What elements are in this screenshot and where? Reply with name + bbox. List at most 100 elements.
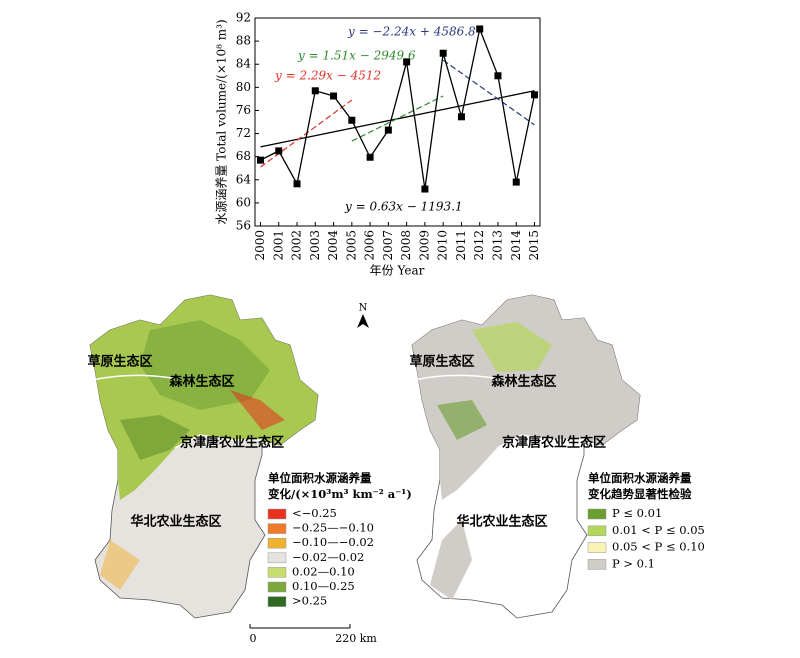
x-tick-label: 2006: [363, 230, 377, 261]
trend-line: [351, 95, 444, 142]
legend-label: −0.02—0.02: [292, 550, 364, 564]
legend-swatch: [267, 581, 287, 593]
region-boundary: [496, 434, 584, 449]
region-label: 华北农业生态区: [456, 514, 547, 530]
region-label: 草原生态区: [409, 354, 474, 370]
trend-line: [260, 99, 353, 168]
map-patch: [437, 400, 487, 440]
x-tick-label: 2002: [290, 230, 304, 261]
legend-swatch: [267, 537, 287, 549]
x-tick-label: 2012: [472, 230, 486, 261]
y-tick-label: 84: [236, 57, 252, 71]
legend-title: 变化/(×10³m³ km⁻² a⁻¹): [268, 487, 412, 501]
data-point: [439, 49, 447, 57]
x-tick-label: 2003: [308, 230, 322, 261]
legend-swatch: [587, 525, 607, 537]
legend-swatch: [267, 596, 287, 607]
data-point: [494, 72, 502, 80]
legend-swatch: [267, 523, 287, 534]
data-point: [421, 185, 429, 193]
x-tick-label: 2005: [344, 230, 358, 261]
legend-label: 0.01 < P ≤ 0.05: [612, 523, 705, 537]
y-tick-label: 80: [236, 80, 251, 94]
legend-swatch: [587, 508, 607, 520]
map-patch: [472, 322, 552, 372]
map-patch: [140, 320, 270, 410]
trend-label: y = 0.63x − 1193.1: [344, 200, 463, 214]
north-label: N: [359, 303, 368, 314]
legend-label: P > 0.1: [612, 556, 655, 570]
x-tick-label: 2015: [527, 230, 541, 261]
legend-swatch: [587, 559, 607, 570]
north-arrow: [357, 314, 369, 328]
y-tick-label: 88: [236, 34, 251, 48]
y-tick-label: 64: [236, 172, 252, 186]
region-label: 华北农业生态区: [130, 514, 221, 530]
legend-label: 0.05 < P ≤ 0.10: [612, 540, 705, 554]
x-tick-label: 2013: [490, 230, 504, 261]
x-tick-label: 2004: [326, 230, 340, 261]
x-axis-title: 年份 Year: [370, 264, 425, 278]
data-line: [260, 26, 536, 190]
x-tick-label: 2009: [417, 230, 431, 261]
x-tick-label: 2001: [271, 230, 285, 261]
data-point: [330, 92, 338, 100]
legend-label: <−0.25: [292, 506, 337, 520]
y-tick-label: 60: [236, 195, 251, 209]
data-point: [348, 116, 356, 124]
trend-line: [442, 59, 535, 126]
legend-title: 单位面积水源涵养量: [588, 471, 692, 485]
plot-frame: [254, 17, 541, 227]
legend-title: 单位面积水源涵养量: [268, 471, 372, 485]
legend-swatch: [267, 508, 287, 520]
legend-label: −0.10—−0.02: [292, 535, 374, 549]
y-tick-label: 72: [236, 126, 251, 140]
data-point: [256, 156, 264, 164]
region-boundary: [174, 434, 262, 449]
legend-label: 0.10—0.25: [292, 579, 355, 593]
data-point: [531, 91, 539, 99]
trend-label: y = −2.24x + 4586.8: [347, 25, 476, 39]
legend-swatch: [267, 552, 287, 564]
y-tick-label: 56: [236, 219, 251, 233]
x-tick-label: 2010: [436, 230, 450, 261]
region-label: 森林生态区: [491, 374, 556, 390]
legend-swatch: [587, 542, 607, 553]
data-point: [366, 153, 374, 161]
map-patch: [230, 390, 285, 430]
legend-title: 变化趋势显著性检验: [588, 487, 692, 501]
y-tick-label: 76: [236, 103, 251, 117]
legend-swatch: [267, 567, 287, 578]
data-point: [457, 113, 465, 121]
data-point: [311, 87, 319, 95]
map-patch: [430, 520, 472, 600]
x-tick-label: 2008: [399, 230, 413, 261]
scale-label: 0: [250, 632, 257, 645]
right-map: 草原生态区 森林生态区 京津唐农业生态区 华北农业生态区: [409, 294, 641, 619]
y-axis-title: 水源涵养量 Total volume/(×10⁸ m³): [214, 19, 229, 224]
x-tick-label: 2011: [454, 230, 468, 261]
data-point: [384, 126, 392, 134]
trend-label: y = 1.51x − 2949.6: [297, 49, 416, 63]
data-point: [293, 180, 301, 188]
legend-label: −0.25—−0.10: [292, 521, 374, 535]
region-label: 草原生态区: [87, 354, 152, 370]
left-map: 草原生态区 森林生态区 京津唐农业生态区 华北农业生态区: [87, 294, 319, 619]
scale-bar: [249, 624, 351, 629]
region-label: 森林生态区: [169, 374, 234, 390]
y-tick-label: 92: [236, 11, 251, 25]
y-tick-label: 68: [236, 149, 251, 163]
map-patch: [100, 540, 140, 590]
data-point: [403, 58, 411, 66]
region-boundary: [413, 374, 495, 381]
region-boundary: [91, 374, 173, 381]
map-north-sig: [412, 295, 640, 500]
x-tick-label: 2007: [381, 230, 395, 261]
data-point: [476, 25, 484, 33]
data-point: [275, 147, 283, 155]
trend-label: y = 2.29x − 4512: [274, 69, 381, 83]
legend-label: >0.25: [292, 594, 327, 608]
region-label: 京津唐农业生态区: [180, 435, 284, 451]
data-point: [512, 178, 520, 186]
